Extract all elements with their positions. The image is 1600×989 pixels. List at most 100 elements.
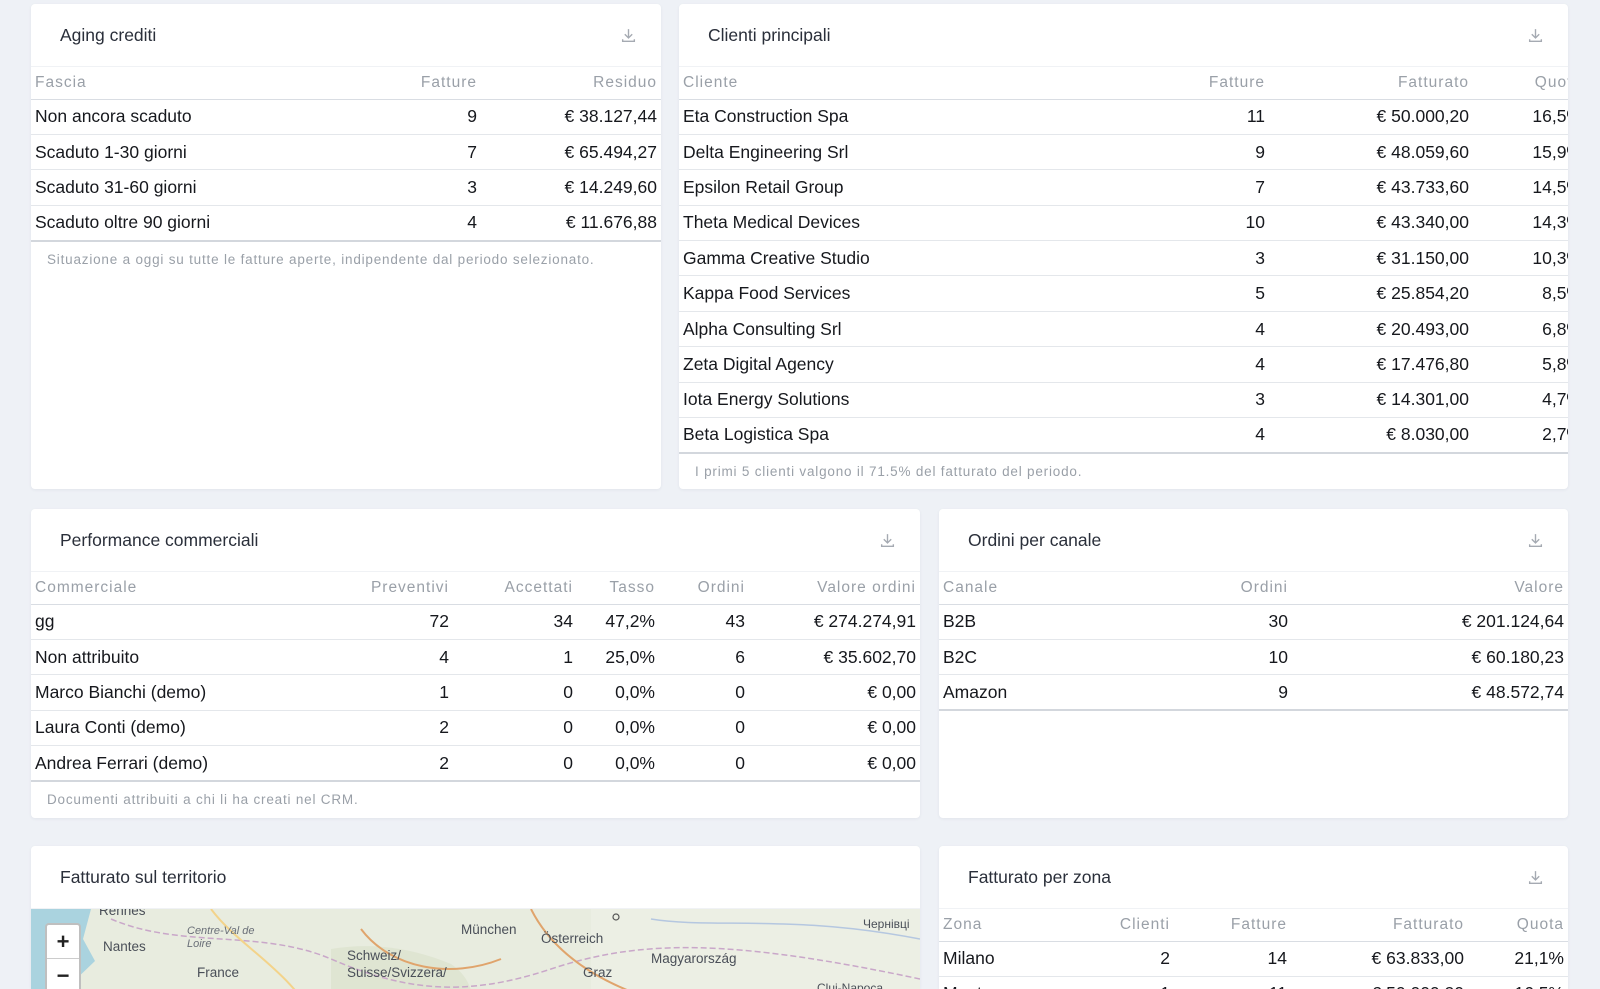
column-header[interactable]: Ordini (1148, 572, 1292, 605)
column-header[interactable]: Fatturato (1269, 67, 1473, 100)
column-header[interactable]: Commerciale (31, 572, 331, 605)
column-header[interactable]: Cliente (679, 67, 1129, 100)
table-cell: € 274.274,91 (749, 604, 920, 640)
download-icon[interactable] (1524, 866, 1546, 888)
table-cell: Theta Medical Devices (679, 205, 1129, 242)
table-cell: Non ancora scaduto (31, 99, 361, 135)
table-cell: 30 (1148, 604, 1292, 640)
table-cell: 0 (659, 710, 749, 747)
table-cell: 16,5% (1473, 99, 1568, 135)
table-cell: 25,0% (577, 639, 659, 676)
column-header[interactable]: Fascia (31, 67, 361, 100)
table-cell: Scaduto oltre 90 giorni (31, 205, 361, 242)
table-cell: € 38.127,44 (481, 99, 661, 135)
table-cell: € 35.602,70 (749, 639, 920, 676)
table-cell: 0 (659, 745, 749, 782)
zoom-out-button[interactable]: − (56, 963, 70, 988)
table-cell: 10,3% (1473, 240, 1568, 277)
table-cell: € 48.059,60 (1269, 134, 1473, 171)
table-cell: 0 (453, 745, 577, 782)
table-cell: Milano (939, 941, 1089, 977)
table-cell: 47,2% (577, 604, 659, 640)
table-row: Milano 2 14 € 63.833,00 21,1% (939, 941, 1568, 977)
table-cell: 9 (1129, 134, 1269, 171)
table-cell: 10 (1129, 205, 1269, 242)
table-row: Scaduto 1-30 giorni 7 € 65.494,27 (31, 134, 661, 171)
table-cell: 7 (1129, 169, 1269, 206)
map-view[interactable]: Rennes Nantes Centre-Val de Loire France… (31, 909, 920, 989)
column-header[interactable]: Accettati (453, 572, 577, 605)
map-label: Rennes (99, 909, 146, 918)
table-cell: 2 (1089, 941, 1174, 977)
aging-table: Fascia Fatture Residuo Non ancora scadut… (31, 67, 661, 242)
table-cell: 4 (1129, 311, 1269, 348)
card-ordini-per-canale: Ordini per canale Canale Ordini Valore B… (939, 509, 1568, 818)
table-cell: 9 (1148, 674, 1292, 712)
card-aging-crediti: Aging crediti Fascia Fatture Residuo Non… (31, 4, 661, 489)
table-cell: Eta Construction Spa (679, 99, 1129, 135)
table-cell: € 0,00 (749, 745, 920, 782)
download-icon[interactable] (876, 529, 898, 551)
column-header[interactable]: Ordini (659, 572, 749, 605)
column-header[interactable]: Valore (1292, 572, 1568, 605)
download-icon[interactable] (1524, 24, 1546, 46)
table-cell: 3 (1129, 240, 1269, 277)
table-cell: € 48.572,74 (1292, 674, 1568, 712)
download-icon[interactable] (617, 24, 639, 46)
table-cell: 11 (1129, 99, 1269, 135)
table-cell: € 60.180,23 (1292, 639, 1568, 676)
table-cell: € 14.249,60 (481, 169, 661, 206)
map-label: München (461, 922, 517, 937)
table-cell: 0 (659, 674, 749, 711)
column-header[interactable]: Quota (1468, 909, 1568, 942)
card-title: Fatturato sul territorio (60, 866, 227, 887)
column-header[interactable]: Quota (1473, 67, 1568, 100)
map-label: France (197, 965, 240, 980)
column-header[interactable]: Canale (939, 572, 1148, 605)
column-header[interactable]: Fatture (1129, 67, 1269, 100)
table-cell: 10 (1148, 639, 1292, 676)
column-header[interactable]: Fatturato (1291, 909, 1468, 942)
table-cell: Laura Conti (demo) (31, 710, 331, 747)
column-header[interactable]: Valore ordini (749, 572, 920, 605)
column-header[interactable]: Tasso (577, 572, 659, 605)
map-label: Magyarország (651, 951, 737, 966)
table-row: Non ancora scaduto 9 € 38.127,44 (31, 99, 661, 135)
table-cell: € 0,00 (749, 710, 920, 747)
table-cell: 4 (361, 205, 481, 242)
table-cell: 1 (453, 639, 577, 676)
column-header[interactable]: Fatture (361, 67, 481, 100)
column-header[interactable]: Clienti (1089, 909, 1174, 942)
table-cell: € 0,00 (749, 674, 920, 711)
table-row: B2C 10 € 60.180,23 (939, 639, 1568, 676)
column-header[interactable]: Zona (939, 909, 1089, 942)
table-cell: Andrea Ferrari (demo) (31, 745, 331, 782)
column-header[interactable]: Preventivi (331, 572, 453, 605)
download-icon[interactable] (1524, 529, 1546, 551)
table-cell: 14,3% (1473, 205, 1568, 242)
map-label: Centre-Val de Loire (187, 925, 255, 950)
table-cell: Mantova (939, 976, 1089, 989)
table-cell: 6 (659, 639, 749, 676)
column-header[interactable]: Residuo (481, 67, 661, 100)
zoom-in-button[interactable]: + (47, 925, 79, 959)
card-header: Aging crediti (31, 4, 661, 67)
zoom-control: + − (45, 923, 81, 989)
table-row: Laura Conti (demo) 2 0 0,0% 0 € 0,00 (31, 710, 920, 747)
table-cell: Marco Bianchi (demo) (31, 674, 331, 711)
table-cell: 11 (1174, 976, 1291, 989)
table-cell: € 63.833,00 (1291, 941, 1468, 977)
table-cell: gg (31, 604, 331, 640)
table-cell: 14,5% (1473, 169, 1568, 206)
table-cell: € 50.000,20 (1269, 99, 1473, 135)
card-header: Fatturato per zona (939, 846, 1568, 909)
map-background (31, 909, 920, 989)
column-header[interactable]: Fatture (1174, 909, 1291, 942)
card-header: Fatturato sul territorio (31, 846, 920, 909)
